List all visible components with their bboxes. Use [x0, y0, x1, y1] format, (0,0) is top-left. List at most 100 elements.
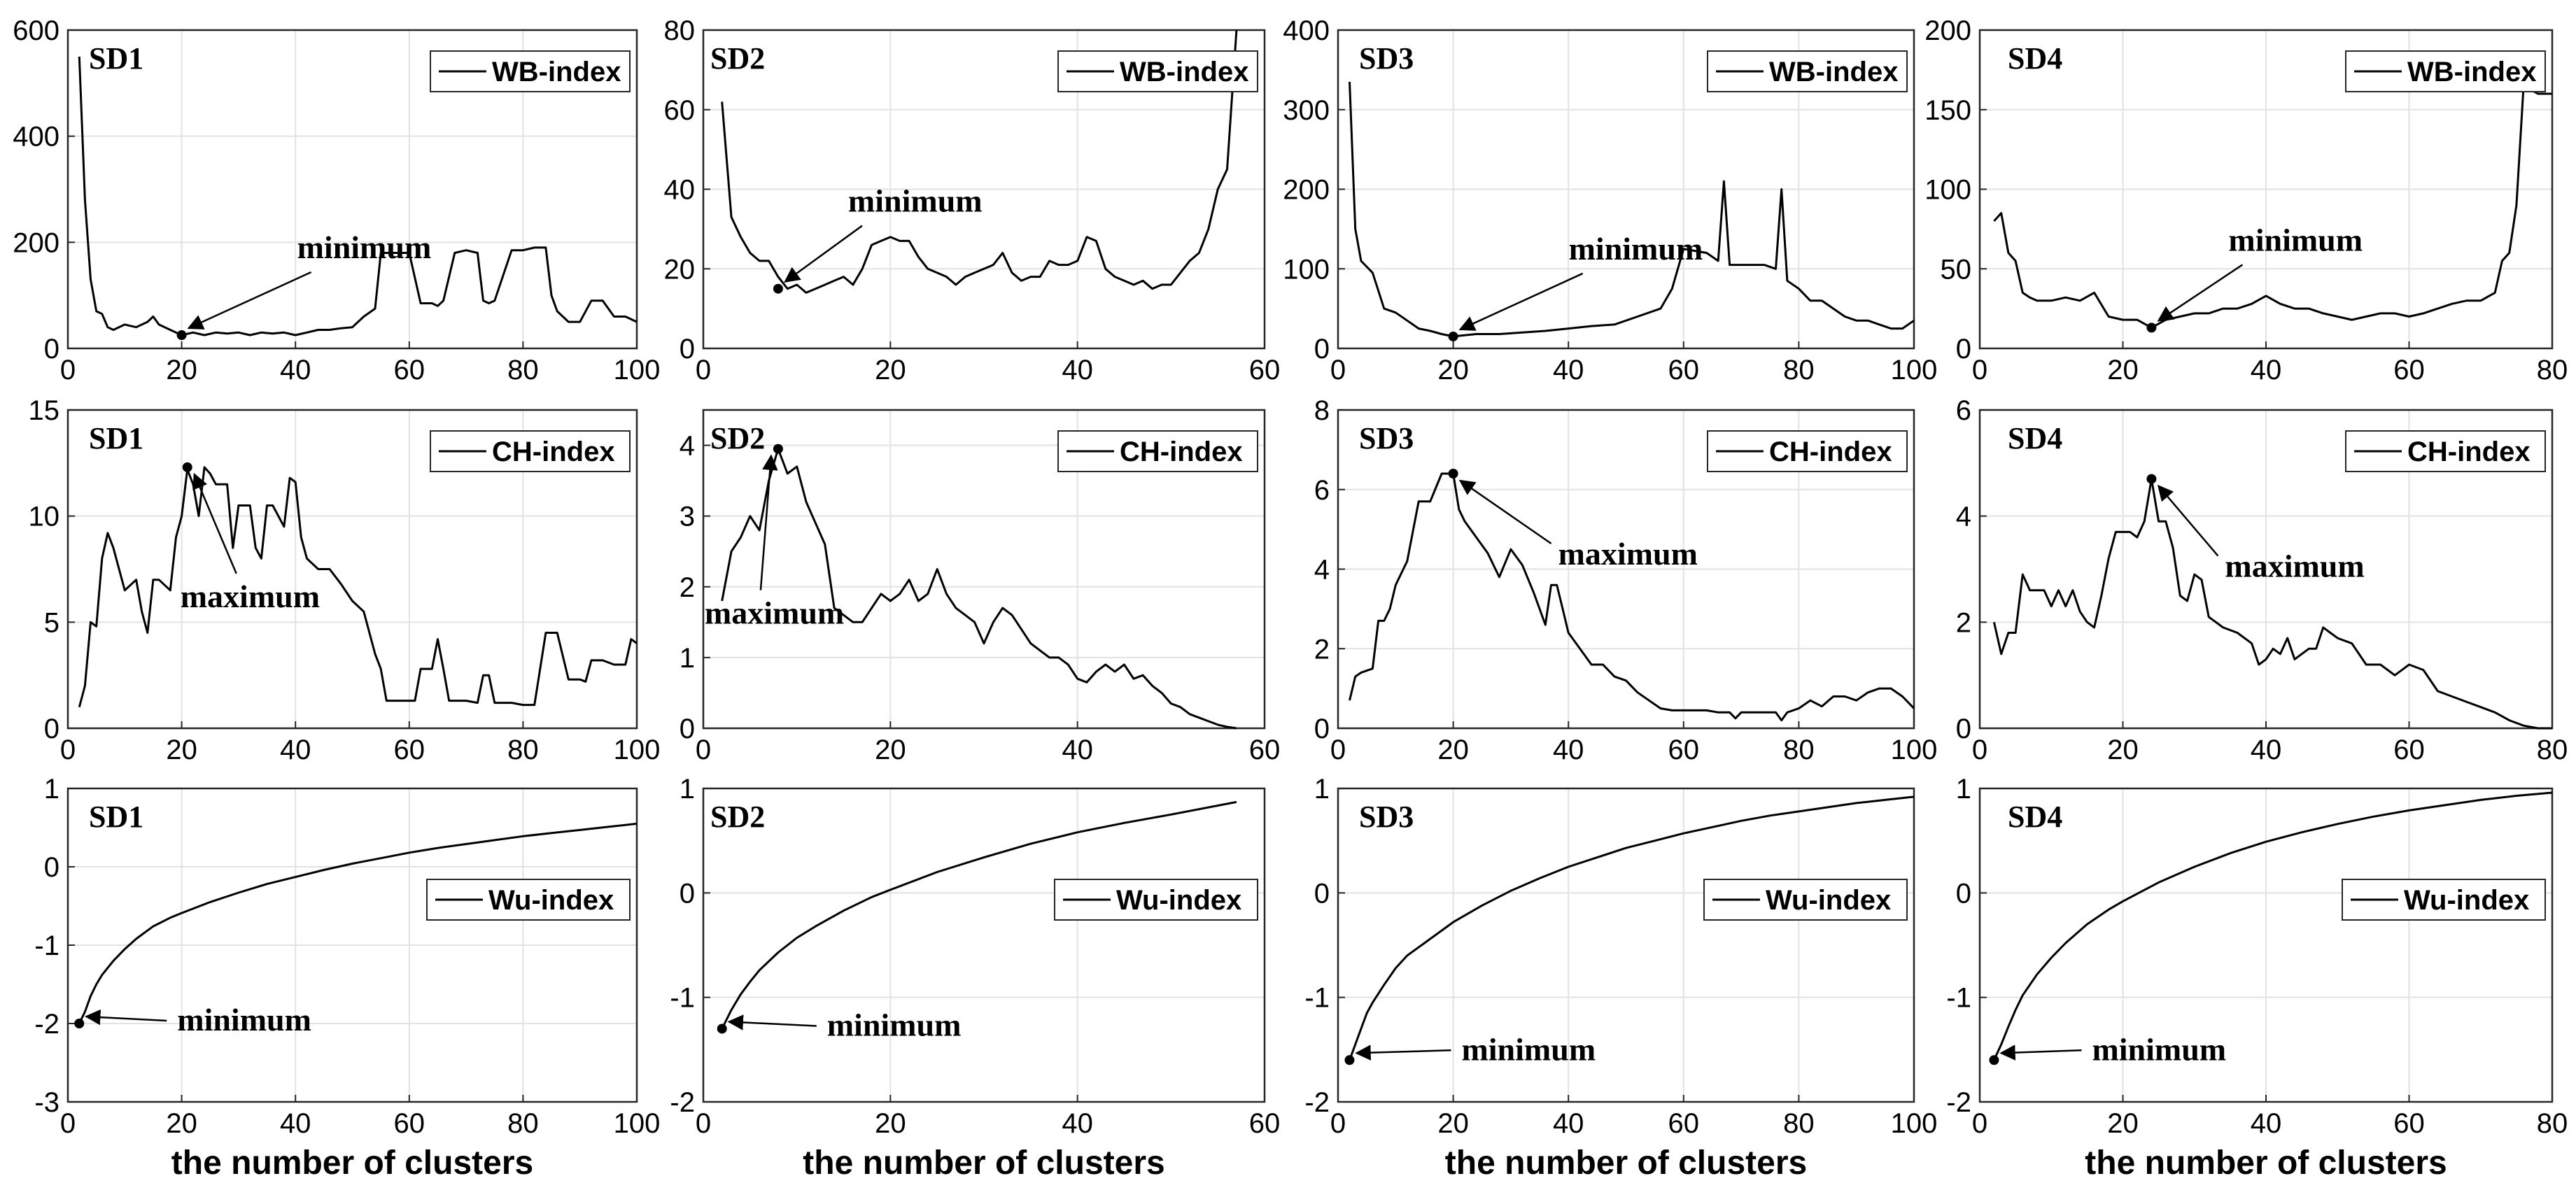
x-tick-label: 40 [1062, 735, 1093, 765]
dataset-label: SD2 [710, 41, 765, 76]
y-tick-label: 0 [44, 852, 59, 883]
series-line-wu-index [78, 822, 638, 1024]
legend-label: WB-index [1120, 57, 1248, 87]
annotation-minimum: minimum [2228, 222, 2363, 257]
x-tick-label: 0 [60, 735, 76, 765]
annotation-arrow [2157, 264, 2244, 322]
x-tick-label: 80 [507, 1108, 539, 1139]
x-tick-label: 0 [1330, 1108, 1346, 1139]
y-tick-label: 0 [1314, 334, 1330, 364]
extremum-marker [1989, 1055, 1999, 1065]
y-tick-label: 1 [680, 643, 695, 674]
extremum-marker [1448, 469, 1458, 479]
y-tick-label: -2 [1304, 1087, 1330, 1118]
x-tick-label: 0 [696, 735, 711, 765]
y-tick-label: -1 [1304, 983, 1330, 1014]
x-tick-label: 60 [2393, 355, 2425, 385]
panel-wb-sd3: 0 20 40 60 80 100 0 100 200 300 400 SD3 WB-index mini… [1283, 15, 1937, 385]
legend-label: Wu-index [1766, 885, 1891, 916]
y-tick-label: 80 [664, 15, 696, 46]
dataset-label: SD1 [89, 421, 143, 455]
x-tick-label: 40 [280, 355, 311, 385]
extremum-marker [773, 444, 783, 454]
x-tick-label: 20 [875, 735, 906, 765]
panel-wu-sd1: 0 20 40 60 80 100 -3 -2 -1 0 1 SD1 Wu-index minimum th… [34, 774, 660, 1182]
annotation-arrow [784, 225, 863, 283]
y-tick-label: 3 [680, 502, 695, 532]
series-line-ch-index [721, 448, 1237, 730]
annotation-arrow [1355, 1044, 1451, 1061]
series-line-ch-index [78, 466, 638, 708]
y-tick-label: -1 [34, 930, 59, 961]
x-tick-label: 60 [394, 355, 425, 385]
x-tick-label: 60 [394, 1108, 425, 1139]
x-tick-label: 0 [1330, 735, 1346, 765]
x-tick-label: 80 [1783, 355, 1815, 385]
x-axis-label: the number of clusters [2085, 1145, 2447, 1182]
y-tick-label: -2 [34, 1009, 59, 1040]
y-tick-label: 0 [1956, 334, 1971, 364]
y-tick-label: 0 [680, 878, 695, 909]
y-tick-label: 10 [29, 502, 60, 532]
y-tick-label: 200 [1283, 175, 1330, 206]
extremum-marker [2146, 323, 2157, 333]
annotation-arrow [727, 1014, 817, 1030]
annotation-arrow [1999, 1044, 2082, 1061]
panel-wu-sd4: 0 20 40 60 80 -2 -1 0 1 SD4 Wu-index minimum the num… [1946, 774, 2568, 1182]
extremum-marker [1344, 1055, 1355, 1065]
x-tick-label: 60 [1668, 735, 1700, 765]
extremum-marker [176, 330, 187, 341]
y-tick-label: 6 [1956, 395, 1971, 426]
extremum-marker [717, 1024, 727, 1034]
x-tick-label: 0 [60, 1108, 76, 1139]
y-tick-label: -1 [670, 983, 695, 1014]
series-line-ch-index [1992, 478, 2552, 730]
legend-box [2345, 430, 2546, 472]
series-line-wu-index [1993, 791, 2553, 1061]
y-tick-label: 100 [1924, 175, 1971, 206]
y-tick-label: 0 [1956, 714, 1971, 744]
x-tick-label: 40 [2251, 355, 2282, 385]
dataset-label: SD4 [2008, 800, 2062, 834]
panel-wb-sd4: 0 20 40 60 80 0 50 100 150 200 SD4 WB-index minimum [1924, 15, 2568, 385]
annotation-minimum: minimum [1461, 1031, 1596, 1067]
x-tick-label: 40 [2251, 1108, 2282, 1139]
x-tick-label: 100 [1891, 735, 1938, 765]
legend-label: CH-index [2407, 437, 2531, 467]
series-line-wb-index [1993, 85, 2552, 329]
y-tick-label: 6 [1314, 475, 1330, 506]
y-tick-label: 0 [1956, 878, 1971, 909]
extremum-marker [74, 1019, 85, 1028]
y-tick-label: 200 [1924, 15, 1971, 46]
x-axis-label: the number of clusters [1445, 1145, 1807, 1182]
legend-label: Wu-index [2404, 885, 2529, 916]
annotation-minimum: minimum [177, 1002, 311, 1037]
extremum-marker [2146, 474, 2157, 484]
annotation-arrow [192, 472, 237, 574]
y-tick-label: 4 [680, 431, 695, 462]
annotation-minimum: minimum [2092, 1031, 2226, 1067]
x-tick-label: 0 [696, 355, 711, 385]
series-line-wu-index [1349, 795, 1915, 1061]
y-tick-label: 4 [1956, 502, 1971, 532]
x-tick-label: 0 [696, 1108, 711, 1139]
y-tick-label: 100 [1283, 254, 1330, 285]
x-tick-label: 80 [1783, 735, 1815, 765]
x-tick-label: 80 [2537, 735, 2568, 765]
y-tick-label: 2 [1314, 634, 1330, 665]
x-tick-label: 40 [280, 735, 311, 765]
x-tick-label: 60 [2393, 1108, 2425, 1139]
legend-label: Wu-index [488, 885, 614, 916]
y-tick-label: 15 [29, 395, 60, 426]
dataset-label: SD2 [710, 421, 765, 455]
y-tick-label: 1 [680, 774, 695, 805]
legend-label: CH-index [1120, 437, 1243, 467]
dataset-label: SD1 [89, 41, 143, 76]
annotation-maximum: maximum [1558, 536, 1698, 572]
panel-ch-sd1: 0 20 40 60 80 100 0 5 10 15 SD1 CH-index maximum [29, 395, 661, 765]
x-tick-label: 20 [1437, 1108, 1469, 1139]
series-line-wb-index [1349, 81, 1915, 338]
x-tick-label: 40 [1062, 1108, 1093, 1139]
y-tick-label: 400 [1283, 15, 1330, 46]
